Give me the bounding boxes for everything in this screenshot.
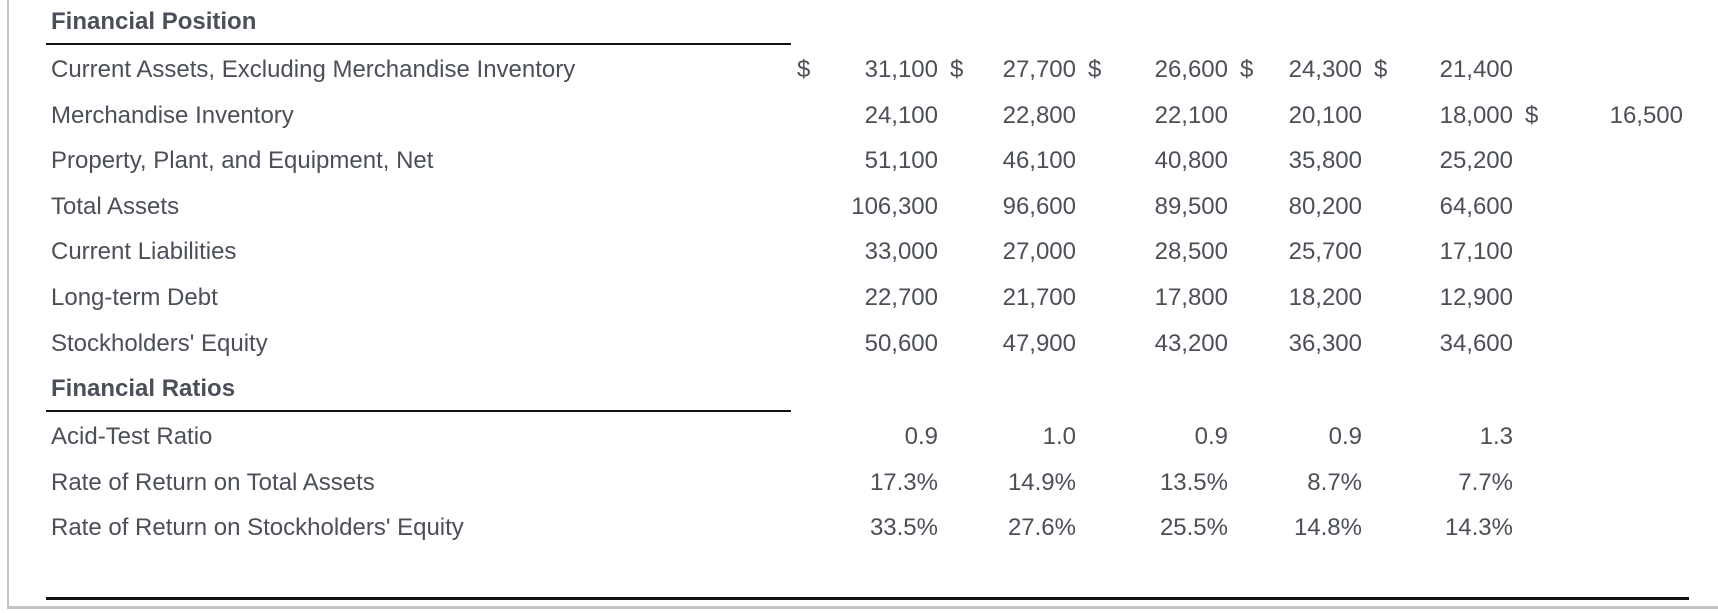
table-frame [7,0,1718,609]
value-cell: 21,700 [1002,284,1076,311]
table-bottom-rule [46,597,1689,600]
table-row: Total Assets 106,300 96,600 89,500 80,20… [0,193,1718,233]
value-cell: 22,800 [1002,102,1076,129]
value-cell: 18,000 [1439,102,1513,129]
table-row: Long-term Debt 22,700 21,700 17,800 18,2… [0,284,1718,324]
value-cell: 17,100 [1439,238,1513,265]
row-label: Rate of Return on Total Assets [51,469,375,496]
value-cell: 25,200 [1439,147,1513,174]
value-cell: 18,200 [1288,284,1362,311]
value-cell: 28,500 [1154,238,1228,265]
value-cell: 24,100 [864,102,938,129]
row-label: Total Assets [51,193,180,220]
value-cell: 7.7% [1458,469,1513,496]
value-cell: 26,600 [1154,56,1228,83]
currency-symbol: $ [1088,56,1102,83]
row-label: Stockholders' Equity [51,330,268,357]
value-cell: 34,600 [1439,330,1513,357]
value-cell: 96,600 [1002,193,1076,220]
value-cell: 35,800 [1288,147,1362,174]
value-cell: 27,700 [1002,56,1076,83]
currency-symbol: $ [950,56,964,83]
table-row: Rate of Return on Total Assets 17.3% 14.… [0,469,1718,509]
value-cell: 1.3 [1479,423,1513,450]
value-cell: 12,900 [1439,284,1513,311]
value-cell: 51,100 [864,147,938,174]
value-cell: 43,200 [1154,330,1228,357]
value-cell: 0.9 [1328,423,1362,450]
value-cell: 16,500 [1609,102,1683,129]
section-title: Financial Position [51,8,257,35]
row-label: Acid-Test Ratio [51,423,213,450]
value-cell: 17.3% [869,469,938,496]
value-cell: 22,700 [864,284,938,311]
table-row: Stockholders' Equity 50,600 47,900 43,20… [0,330,1718,370]
value-cell: 14.3% [1444,514,1513,541]
currency-symbol: $ [1525,102,1539,129]
table-row: Acid-Test Ratio 0.9 1.0 0.9 0.9 1.3 [0,423,1718,463]
value-cell: 14.8% [1293,514,1362,541]
value-cell: 27,000 [1002,238,1076,265]
section-underline [46,410,791,412]
value-cell: 33,000 [864,238,938,265]
row-label: Property, Plant, and Equipment, Net [51,147,434,174]
value-cell: 17,800 [1154,284,1228,311]
currency-symbol: $ [1240,56,1254,83]
value-cell: 0.9 [904,423,938,450]
value-cell: 21,400 [1439,56,1513,83]
value-cell: 46,100 [1002,147,1076,174]
row-label: Long-term Debt [51,284,218,311]
value-cell: 1.0 [1042,423,1076,450]
value-cell: 80,200 [1288,193,1362,220]
value-cell: 50,600 [864,330,938,357]
value-cell: 22,100 [1154,102,1228,129]
currency-symbol: $ [1374,56,1388,83]
section-title: Financial Ratios [51,375,236,402]
value-cell: 20,100 [1288,102,1362,129]
value-cell: 36,300 [1288,330,1362,357]
value-cell: 31,100 [864,56,938,83]
table-row: Rate of Return on Stockholders' Equity 3… [0,514,1718,554]
value-cell: 40,800 [1154,147,1228,174]
row-label: Rate of Return on Stockholders' Equity [51,514,464,541]
value-cell: 27.6% [1007,514,1076,541]
value-cell: 25.5% [1159,514,1228,541]
value-cell: 89,500 [1154,193,1228,220]
section-header-financial-position: Financial Position [0,8,1718,48]
value-cell: 64,600 [1439,193,1513,220]
currency-symbol: $ [797,56,811,83]
table-row: Current Assets, Excluding Merchandise In… [0,56,1718,96]
value-cell: 13.5% [1159,469,1228,496]
value-cell: 25,700 [1288,238,1362,265]
row-label: Current Liabilities [51,238,237,265]
value-cell: 14.9% [1007,469,1076,496]
row-label: Current Assets, Excluding Merchandise In… [51,56,576,83]
value-cell: 24,300 [1288,56,1362,83]
row-label: Merchandise Inventory [51,102,294,129]
section-header-financial-ratios: Financial Ratios [0,375,1718,415]
table-row: Property, Plant, and Equipment, Net 51,1… [0,147,1718,187]
value-cell: 106,300 [851,193,938,220]
value-cell: 47,900 [1002,330,1076,357]
value-cell: 0.9 [1194,423,1228,450]
table-row: Merchandise Inventory 24,100 22,800 22,1… [0,102,1718,142]
section-underline [46,43,791,45]
table-row: Current Liabilities 33,000 27,000 28,500… [0,238,1718,278]
value-cell: 33.5% [869,514,938,541]
value-cell: 8.7% [1307,469,1362,496]
